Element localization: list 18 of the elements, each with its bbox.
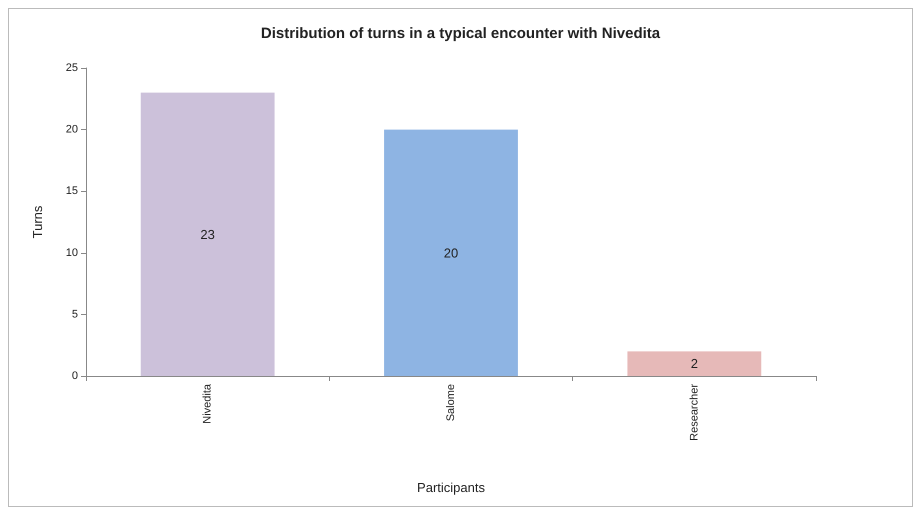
y-tick-label: 10 <box>66 246 78 259</box>
y-axis-title: Turns <box>30 205 45 238</box>
y-tick-label: 5 <box>72 308 78 320</box>
bar <box>384 130 518 376</box>
chart-title: Distribution of turns in a typical encounter with Nivedita <box>260 25 661 42</box>
y-tick-label: 15 <box>66 185 78 198</box>
data-label: 23 <box>200 226 215 242</box>
data-label: 20 <box>444 245 458 260</box>
x-tick-label: Nivedita <box>202 383 214 424</box>
y-tick-label: 25 <box>66 62 78 74</box>
bar <box>627 351 762 376</box>
x-tick-label: Researcher <box>688 384 700 441</box>
x-tick-label: Salome <box>445 384 457 422</box>
y-tick-label: 0 <box>72 370 78 382</box>
bar <box>140 92 275 376</box>
data-label: 2 <box>690 356 698 372</box>
x-axis-title: Participants <box>417 480 486 495</box>
y-tick-label: 20 <box>66 124 78 136</box>
